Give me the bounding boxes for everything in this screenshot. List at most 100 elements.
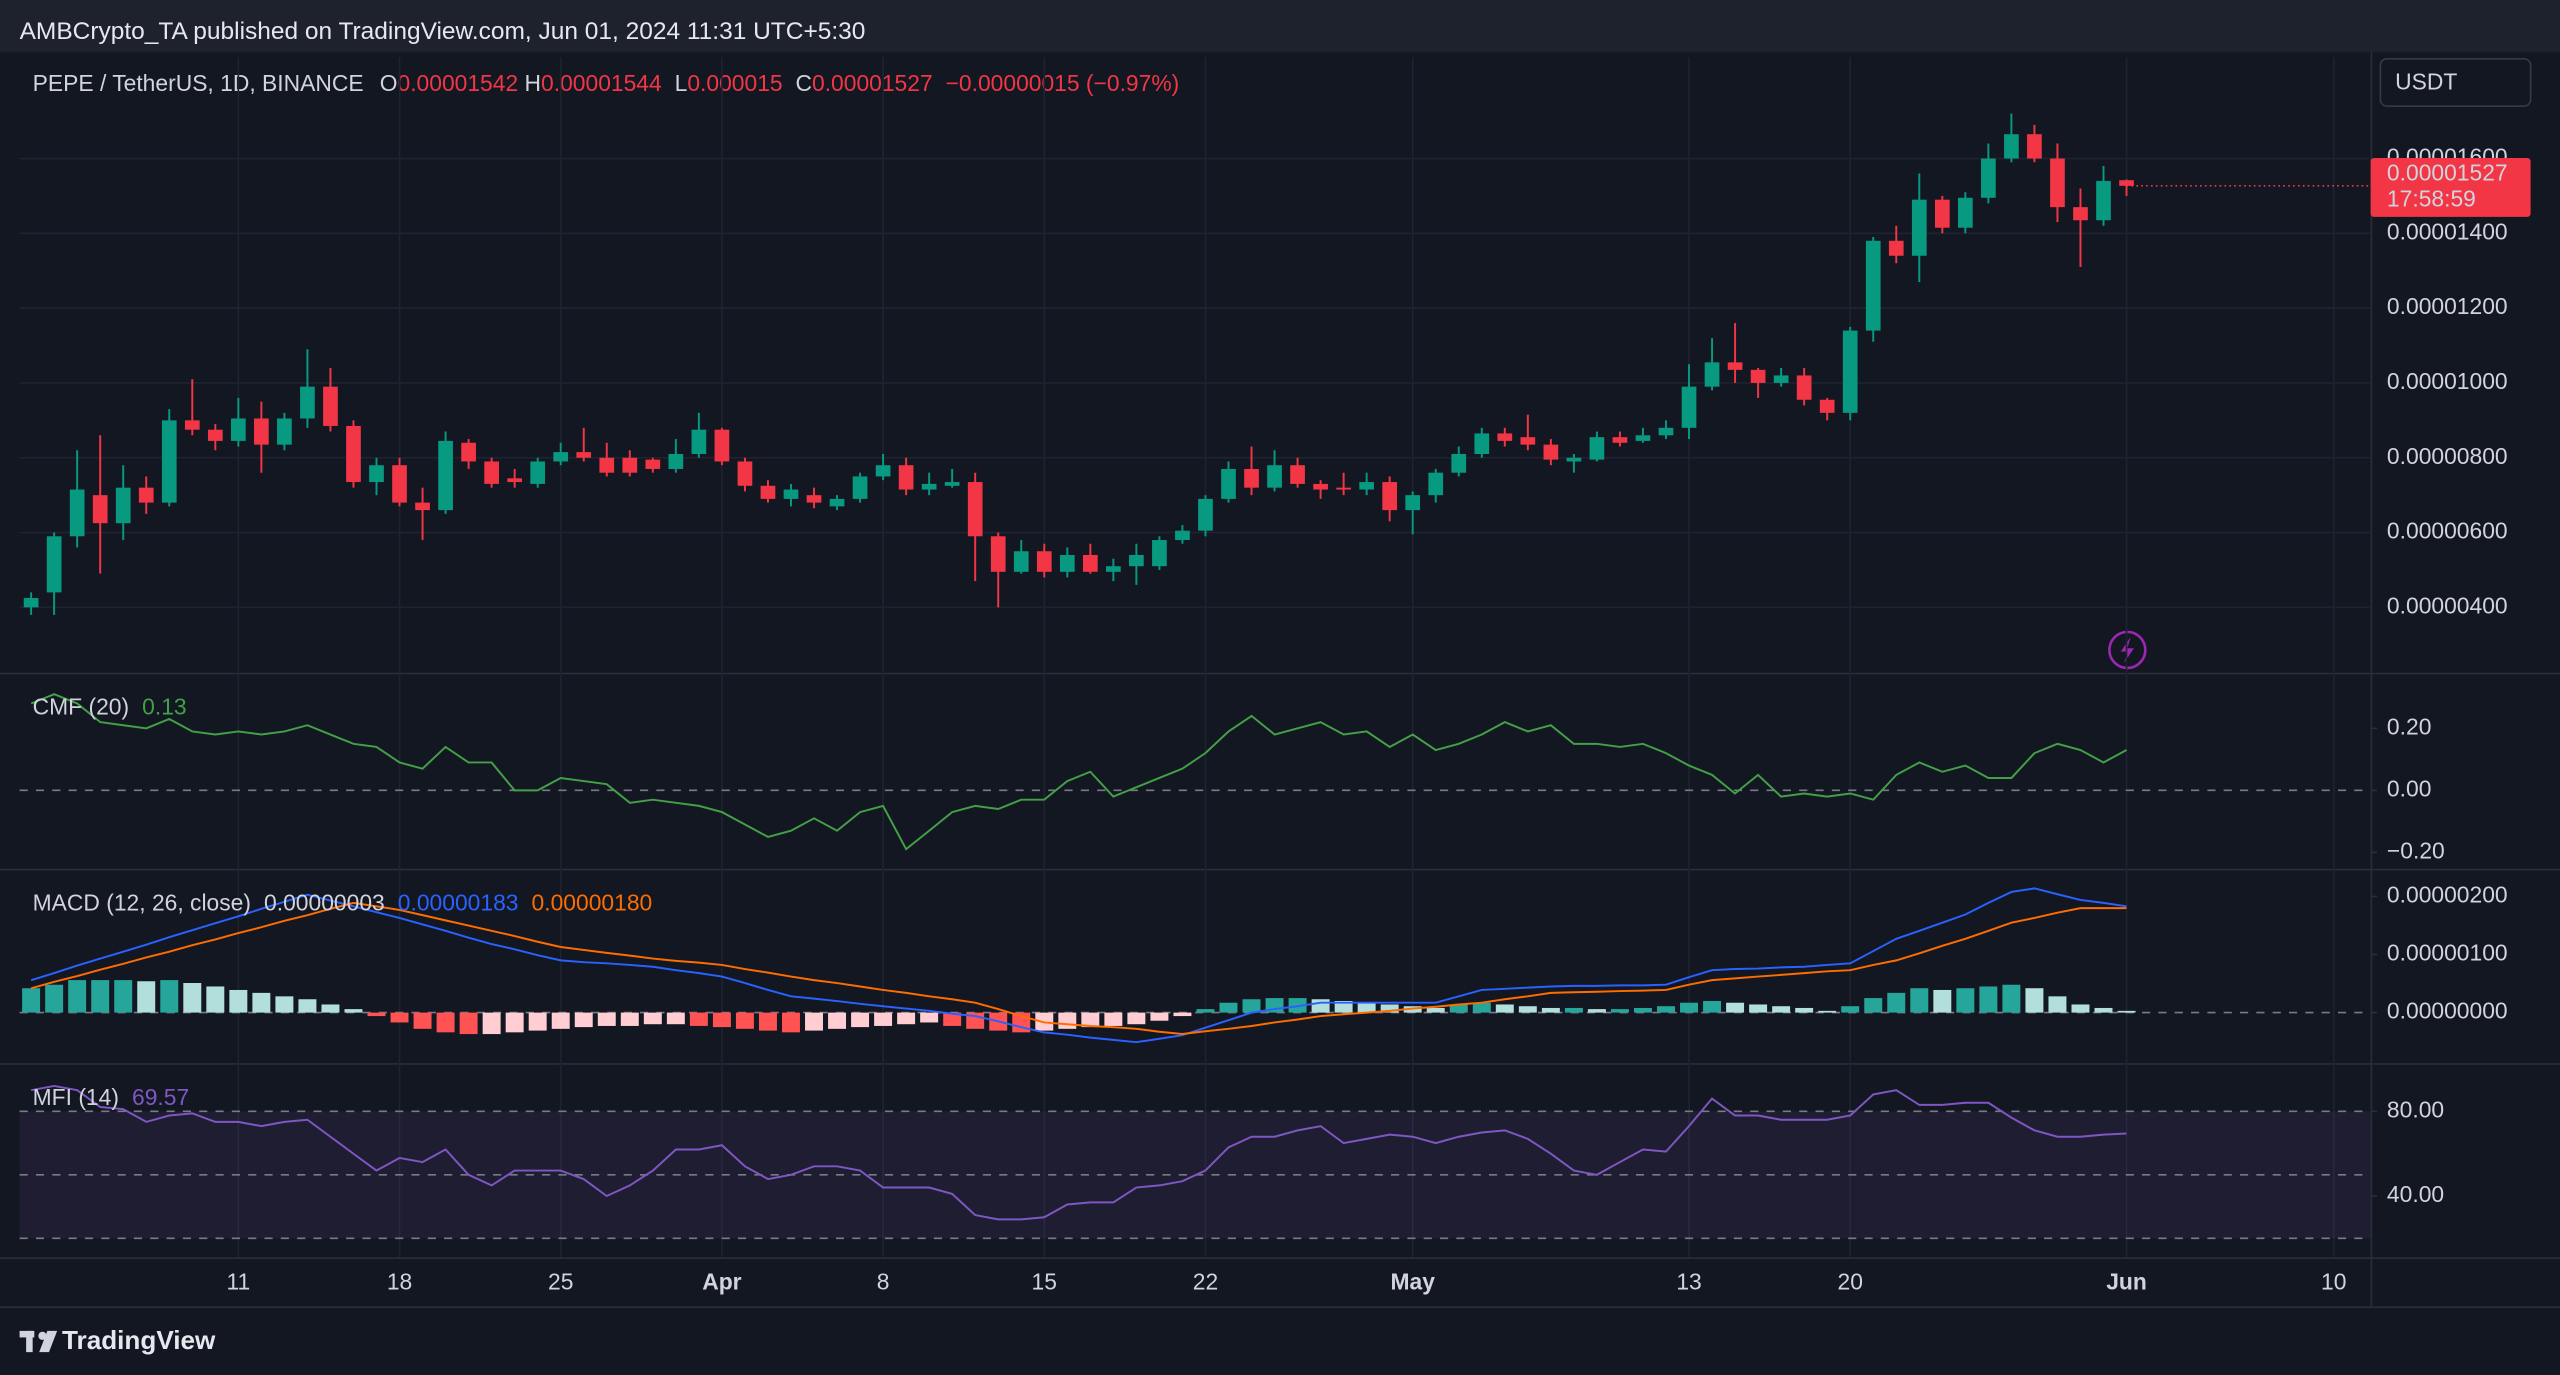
- histogram-bar: [1495, 1004, 1514, 1013]
- histogram-bar: [597, 1012, 616, 1026]
- ohlc-value: 0.000015: [687, 70, 782, 96]
- histogram-bar: [1173, 1012, 1192, 1017]
- candle-body: [1796, 375, 1812, 400]
- candle-body: [1382, 482, 1398, 511]
- histogram-bar: [1219, 1002, 1238, 1013]
- candle-body: [1773, 375, 1789, 383]
- y-tick-label: 0.00001400: [2387, 218, 2508, 244]
- candle-body: [254, 418, 269, 445]
- candle-body: [783, 489, 799, 499]
- candle-body: [1221, 468, 1236, 499]
- candle-body: [852, 476, 868, 499]
- candle-body: [1704, 362, 1720, 387]
- candle-body: [1313, 483, 1328, 490]
- histogram-bar: [68, 980, 87, 1013]
- currency-label[interactable]: USDT: [2395, 68, 2457, 94]
- logo-slash: [39, 1330, 58, 1353]
- x-tick-label: May: [1390, 1269, 1435, 1295]
- candle-body: [1013, 551, 1029, 572]
- ohlc-label: H: [525, 70, 541, 96]
- candle-body: [1359, 482, 1374, 490]
- indicator-line: [31, 1084, 2127, 1221]
- x-tick-label: 13: [1676, 1269, 1701, 1295]
- candle-body: [1036, 551, 1052, 572]
- candle-body: [415, 502, 430, 511]
- candle-body: [967, 482, 983, 537]
- histogram-bar: [413, 1012, 432, 1029]
- alert-icon[interactable]: [2108, 630, 2147, 670]
- pane-value: 69.57: [132, 1084, 189, 1110]
- histogram-bar: [459, 1012, 478, 1035]
- candle-body: [760, 485, 776, 499]
- y-tick-label: 0.00001000: [2387, 368, 2508, 394]
- change-value: −0.00000015 (−0.97%): [946, 70, 1180, 96]
- histogram-bar: [367, 1012, 386, 1017]
- pane-value: 0.00000183: [398, 890, 519, 916]
- symbol-legend: PEPE / TetherUS, 1D, BINANCE O0.00001542…: [33, 70, 1180, 96]
- ohlc-label: C: [795, 70, 811, 96]
- histogram-bar: [1726, 1002, 1745, 1013]
- x-tick-label: Apr: [702, 1269, 741, 1295]
- histogram-bar: [1587, 1009, 1606, 1013]
- candle-body: [1290, 465, 1305, 484]
- candle-body: [944, 482, 960, 486]
- candle-body: [737, 461, 753, 486]
- ohlc-label: O: [380, 70, 398, 96]
- histogram-bar: [1657, 1006, 1675, 1013]
- candle-body: [1106, 566, 1121, 572]
- y-tick-label: 0.00: [2387, 775, 2431, 801]
- histogram-bar: [689, 1012, 708, 1026]
- candle-body: [1957, 197, 1973, 228]
- currency-button[interactable]: [2379, 57, 2532, 107]
- candle-body: [1819, 399, 1835, 413]
- histogram-bar: [91, 980, 110, 1013]
- logo-stem: [26, 1330, 33, 1353]
- histogram-bar: [551, 1012, 570, 1029]
- macd-line: [30, 887, 2127, 1044]
- candle-body: [207, 429, 223, 441]
- histogram-bar: [1426, 1007, 1445, 1013]
- histogram-bar: [1749, 1004, 1768, 1013]
- price-tag-countdown: 17:58:59: [2387, 186, 2476, 212]
- histogram-bar: [1127, 1012, 1146, 1025]
- candle-body: [484, 461, 499, 484]
- histogram-bar: [2025, 988, 2044, 1013]
- histogram-bar: [828, 1012, 847, 1029]
- candle-body: [1658, 427, 1674, 436]
- candle-body: [1405, 495, 1421, 511]
- publisher-text: AMBCrypto_TA published on TradingView.co…: [20, 18, 866, 45]
- candle-body: [1635, 435, 1651, 441]
- histogram-bar: [1887, 992, 1906, 1013]
- x-tick-label: 10: [2321, 1269, 2346, 1295]
- indicator-line: [30, 693, 2127, 851]
- candle-body: [1244, 468, 1259, 488]
- pane-legend: MFI (14) 69.57: [33, 1084, 190, 1110]
- alert-bolt[interactable]: [2120, 636, 2134, 664]
- ohlc-label: L: [675, 70, 688, 96]
- candle-body: [277, 418, 292, 445]
- histogram-bar: [22, 988, 41, 1013]
- candle-body: [1543, 444, 1559, 460]
- candle-body: [507, 478, 523, 483]
- y-tick-label: 0.00000800: [2387, 443, 2508, 469]
- y-tick-label: 0.20: [2387, 713, 2431, 739]
- histogram-bar: [620, 1012, 639, 1026]
- pane-title: MFI (14): [33, 1084, 119, 1110]
- histogram-bar: [252, 992, 271, 1013]
- candle-body: [806, 495, 822, 503]
- histogram-bar: [1311, 999, 1330, 1013]
- y-tick-label: −0.20: [2387, 837, 2445, 863]
- histogram-bar: [782, 1012, 800, 1033]
- alert-circle[interactable]: [2108, 630, 2147, 670]
- histogram-bar: [321, 1004, 340, 1013]
- y-tick-label: 0.00000000: [2387, 998, 2508, 1024]
- histogram-bar: [1449, 1004, 1468, 1013]
- histogram-bar: [2048, 996, 2067, 1013]
- ohlc-value: 0.00001542: [397, 70, 518, 96]
- y-tick-label: 0.00000100: [2387, 940, 2508, 966]
- candle-body: [1175, 530, 1190, 541]
- histogram-bar: [712, 1012, 731, 1028]
- histogram-bar: [1841, 1006, 1860, 1013]
- ohlc-value: 0.00001544: [541, 70, 662, 96]
- pane-title: CMF (20): [33, 694, 129, 720]
